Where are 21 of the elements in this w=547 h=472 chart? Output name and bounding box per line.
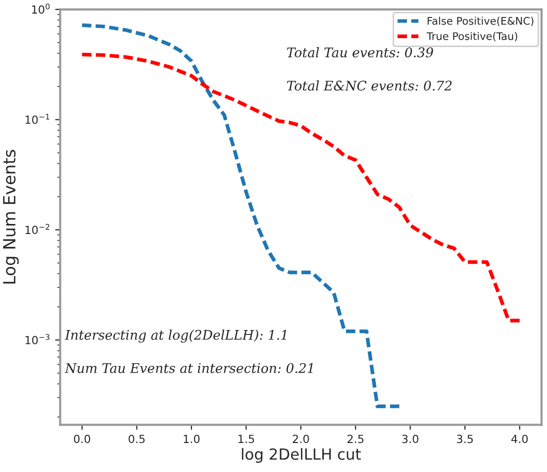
x-axis-title: log 2DelLLH cut: [242, 448, 361, 463]
x-tick-label: 4.0: [511, 434, 528, 444]
x-tick-label: 2.0: [292, 434, 309, 444]
y-tick-label: 10$^{−2}$: [26, 224, 50, 234]
annotation: Intersecting at log(2DelLLH): 1.1: [64, 330, 286, 343]
legend-label: True Positive(Tau): [426, 32, 518, 42]
x-tick-label: 2.5: [348, 434, 364, 444]
x-tick-label: 3.0: [402, 434, 418, 444]
x-tick-label: 1.5: [238, 434, 254, 444]
x-tick-label: 1.0: [184, 434, 200, 444]
annotation: Total E&NC events: 0.72: [287, 80, 452, 91]
annotation: Total Tau events: 0.39: [287, 47, 434, 58]
y-tick-label: 10$^{−1}$: [26, 114, 50, 124]
x-tick-label: 3.5: [456, 434, 473, 444]
y-axis-title: Log Num Events: [3, 150, 19, 284]
legend-label: False Positive(E&NC): [428, 16, 534, 26]
y-tick-label: 10$^{0}$: [32, 4, 50, 14]
y-tick-label: 10$^{−3}$: [26, 334, 50, 344]
x-tick-label: 0.5: [128, 434, 145, 444]
x-tick-label: 0.0: [74, 434, 90, 444]
annotation: Num Tau Events at intersection: 0.21: [64, 363, 313, 374]
